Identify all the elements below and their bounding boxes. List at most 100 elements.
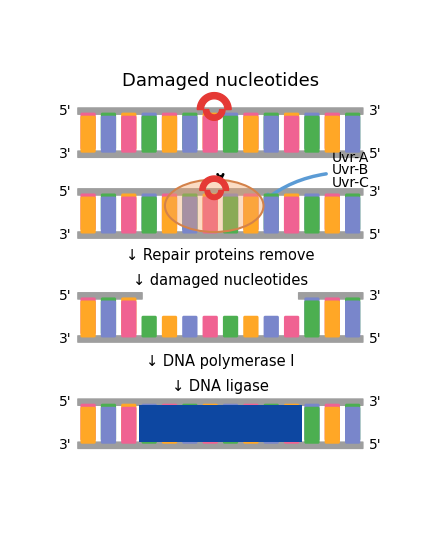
FancyBboxPatch shape	[243, 197, 258, 234]
Text: 5': 5'	[59, 185, 72, 199]
FancyBboxPatch shape	[182, 407, 197, 444]
FancyBboxPatch shape	[304, 113, 319, 150]
Text: 5': 5'	[369, 228, 381, 242]
Text: 5': 5'	[369, 147, 381, 161]
FancyBboxPatch shape	[223, 194, 238, 231]
FancyBboxPatch shape	[203, 407, 218, 444]
FancyBboxPatch shape	[284, 116, 299, 153]
FancyBboxPatch shape	[101, 194, 116, 231]
FancyBboxPatch shape	[264, 407, 279, 444]
FancyBboxPatch shape	[80, 301, 96, 338]
Polygon shape	[197, 92, 231, 110]
FancyBboxPatch shape	[304, 197, 319, 234]
Text: 5': 5'	[369, 332, 381, 346]
FancyBboxPatch shape	[101, 116, 116, 153]
FancyBboxPatch shape	[162, 113, 177, 150]
FancyBboxPatch shape	[223, 113, 238, 150]
FancyBboxPatch shape	[243, 407, 258, 444]
FancyBboxPatch shape	[264, 316, 279, 338]
FancyBboxPatch shape	[203, 197, 218, 234]
Text: 5': 5'	[59, 395, 72, 409]
FancyBboxPatch shape	[203, 194, 218, 231]
FancyBboxPatch shape	[345, 116, 360, 153]
FancyBboxPatch shape	[345, 404, 360, 441]
FancyBboxPatch shape	[284, 407, 299, 444]
FancyBboxPatch shape	[77, 292, 143, 300]
FancyBboxPatch shape	[284, 194, 299, 231]
Text: 3': 3'	[59, 438, 72, 452]
FancyBboxPatch shape	[121, 404, 136, 441]
FancyBboxPatch shape	[264, 197, 279, 234]
FancyBboxPatch shape	[121, 407, 136, 444]
FancyBboxPatch shape	[121, 301, 136, 338]
FancyBboxPatch shape	[304, 297, 319, 334]
FancyBboxPatch shape	[264, 194, 279, 231]
FancyBboxPatch shape	[243, 194, 258, 231]
FancyBboxPatch shape	[101, 113, 116, 150]
FancyBboxPatch shape	[141, 404, 157, 441]
FancyBboxPatch shape	[162, 407, 177, 444]
FancyBboxPatch shape	[243, 404, 258, 441]
Text: 3': 3'	[59, 332, 72, 346]
FancyBboxPatch shape	[203, 404, 218, 441]
Text: 5': 5'	[369, 438, 381, 452]
FancyBboxPatch shape	[325, 116, 340, 153]
FancyBboxPatch shape	[223, 407, 238, 444]
FancyBboxPatch shape	[304, 404, 319, 441]
FancyBboxPatch shape	[162, 197, 177, 234]
FancyBboxPatch shape	[141, 194, 157, 231]
FancyBboxPatch shape	[284, 113, 299, 150]
FancyBboxPatch shape	[243, 116, 258, 153]
FancyBboxPatch shape	[325, 194, 340, 231]
Bar	[139, 405, 302, 442]
Text: 3': 3'	[369, 185, 381, 199]
FancyBboxPatch shape	[121, 194, 136, 231]
FancyBboxPatch shape	[162, 116, 177, 153]
FancyBboxPatch shape	[141, 116, 157, 153]
FancyBboxPatch shape	[223, 316, 238, 338]
FancyBboxPatch shape	[264, 404, 279, 441]
FancyBboxPatch shape	[77, 335, 364, 343]
FancyBboxPatch shape	[101, 301, 116, 338]
FancyBboxPatch shape	[284, 316, 299, 338]
FancyBboxPatch shape	[182, 316, 197, 338]
FancyBboxPatch shape	[141, 113, 157, 150]
FancyBboxPatch shape	[325, 197, 340, 234]
FancyBboxPatch shape	[162, 316, 177, 338]
FancyBboxPatch shape	[121, 297, 136, 334]
Text: 3': 3'	[59, 147, 72, 161]
FancyBboxPatch shape	[141, 197, 157, 234]
FancyBboxPatch shape	[264, 113, 279, 150]
Text: ↓ DNA polymerase I
↓ DNA ligase: ↓ DNA polymerase I ↓ DNA ligase	[146, 354, 295, 394]
FancyBboxPatch shape	[345, 297, 360, 334]
Text: 5': 5'	[59, 104, 72, 118]
FancyBboxPatch shape	[345, 194, 360, 231]
FancyBboxPatch shape	[182, 404, 197, 441]
FancyBboxPatch shape	[203, 316, 218, 338]
FancyBboxPatch shape	[345, 407, 360, 444]
FancyBboxPatch shape	[77, 108, 364, 115]
FancyBboxPatch shape	[325, 297, 340, 334]
Ellipse shape	[165, 180, 264, 232]
Text: Uvr-B: Uvr-B	[332, 164, 369, 178]
FancyBboxPatch shape	[121, 113, 136, 150]
FancyBboxPatch shape	[325, 113, 340, 150]
FancyBboxPatch shape	[325, 404, 340, 441]
FancyBboxPatch shape	[182, 113, 197, 150]
FancyBboxPatch shape	[345, 197, 360, 234]
FancyBboxPatch shape	[223, 197, 238, 234]
Polygon shape	[203, 110, 225, 120]
FancyBboxPatch shape	[121, 116, 136, 153]
Text: Uvr-A: Uvr-A	[332, 151, 369, 165]
FancyBboxPatch shape	[77, 151, 364, 158]
FancyBboxPatch shape	[203, 116, 218, 153]
FancyBboxPatch shape	[101, 297, 116, 334]
Text: 3': 3'	[369, 395, 381, 409]
FancyBboxPatch shape	[182, 116, 197, 153]
Text: 3': 3'	[59, 228, 72, 242]
FancyBboxPatch shape	[304, 116, 319, 153]
FancyBboxPatch shape	[80, 404, 96, 441]
Text: Damaged nucleotides: Damaged nucleotides	[122, 72, 319, 90]
FancyBboxPatch shape	[325, 301, 340, 338]
FancyBboxPatch shape	[325, 407, 340, 444]
